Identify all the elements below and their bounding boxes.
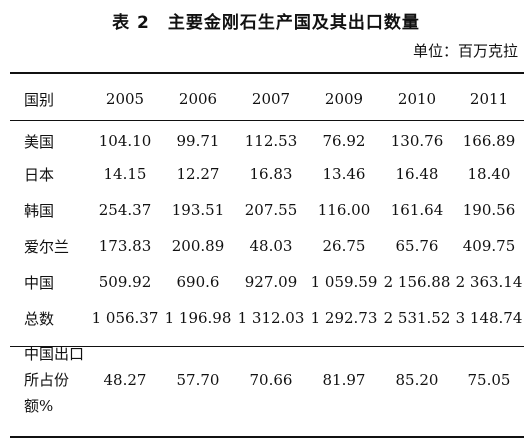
table-cell: 48.03 [249, 237, 293, 255]
table-cell: 13.46 [322, 165, 366, 183]
table-cell: 254.37 [98, 201, 152, 219]
table-cell: 409.75 [462, 237, 516, 255]
table-cell: 2 156.88 [383, 273, 451, 291]
table-row-total: 总数 1 056.37 1 196.98 1 312.03 1 292.73 2… [10, 300, 524, 336]
table-cell: 26.75 [322, 237, 366, 255]
row-label: 中国出口所占份额% [24, 345, 85, 415]
table-cell: 166.89 [462, 132, 516, 150]
table-cell: 116.00 [317, 201, 371, 219]
table-cell: 57.70 [176, 371, 220, 389]
table-cell: 81.97 [322, 371, 366, 389]
header-rule [10, 120, 524, 121]
table-row-china: 中国 509.92 690.6 927.09 1 059.59 2 156.88… [10, 264, 524, 300]
table-cell: 1 196.98 [164, 309, 232, 327]
row-label: 日本 [24, 165, 55, 184]
table-cell: 14.15 [103, 165, 147, 183]
table-cell: 16.83 [249, 165, 293, 183]
table-row-usa: 美国 104.10 99.71 112.53 76.92 130.76 166.… [10, 120, 524, 156]
table-cell: 85.20 [395, 371, 439, 389]
table-cell: 99.71 [176, 132, 220, 150]
table-title: 表 2 主要金刚石生产国及其出口数量 [112, 13, 420, 33]
table-cell: 76.92 [322, 132, 366, 150]
table-cell: 1 056.37 [91, 309, 159, 327]
row-label: 总数 [24, 309, 55, 328]
top-rule [10, 72, 524, 74]
table-cell: 193.51 [171, 201, 225, 219]
table-cell: 2 531.52 [383, 309, 451, 327]
table-cell: 1 059.59 [310, 273, 378, 291]
table-cell: 207.55 [244, 201, 298, 219]
table-cell: 48.27 [103, 371, 147, 389]
table-cell: 1 292.73 [310, 309, 378, 327]
table-cell: 130.76 [390, 132, 444, 150]
header-year: 2010 [397, 90, 437, 108]
table-cell: 70.66 [249, 371, 293, 389]
header-year: 2006 [178, 90, 218, 108]
bottom-rule [10, 436, 524, 438]
diamond-export-table: 国别 2005 2006 2007 2009 2010 2011 美国 104.… [10, 78, 524, 424]
table-row-korea: 韩国 254.37 193.51 207.55 116.00 161.64 19… [10, 192, 524, 228]
table-cell: 16.48 [395, 165, 439, 183]
table-row-ireland: 爱尔兰 173.83 200.89 48.03 26.75 65.76 409.… [10, 228, 524, 264]
table-cell: 75.05 [467, 371, 511, 389]
row-label: 中国 [24, 273, 55, 292]
header-year: 2009 [324, 90, 364, 108]
table-cell: 690.6 [176, 273, 220, 291]
table-header-row: 国别 2005 2006 2007 2009 2010 2011 [10, 78, 524, 120]
table-cell: 12.27 [176, 165, 220, 183]
table-cell: 173.83 [98, 237, 152, 255]
row-label: 美国 [24, 132, 55, 151]
table-cell: 509.92 [98, 273, 152, 291]
table-cell: 1 312.03 [237, 309, 305, 327]
row-label: 韩国 [24, 201, 55, 220]
table-cell: 65.76 [395, 237, 439, 255]
table-cell: 200.89 [171, 237, 225, 255]
table-cell: 18.40 [467, 165, 511, 183]
table-cell: 112.53 [244, 132, 298, 150]
table-cell: 104.10 [98, 132, 152, 150]
table-cell: 3 148.74 [455, 309, 523, 327]
table-cell: 161.64 [390, 201, 444, 219]
row-label: 爱尔兰 [24, 237, 70, 256]
table-row-china-share: 中国出口所占份额% 48.27 57.70 70.66 81.97 85.20 … [10, 336, 524, 424]
header-country: 国别 [24, 90, 55, 109]
table-row-japan: 日本 14.15 12.27 16.83 13.46 16.48 18.40 [10, 156, 524, 192]
header-year: 2011 [469, 90, 509, 108]
total-rule [10, 346, 524, 347]
table-cell: 927.09 [244, 273, 298, 291]
header-year: 2005 [105, 90, 145, 108]
table-cell: 2 363.14 [455, 273, 523, 291]
table-cell: 190.56 [462, 201, 516, 219]
header-year: 2007 [251, 90, 291, 108]
unit-label: 单位：百万克拉 [412, 42, 518, 60]
